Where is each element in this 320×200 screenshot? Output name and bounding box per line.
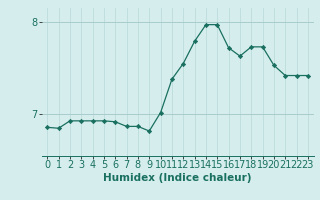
X-axis label: Humidex (Indice chaleur): Humidex (Indice chaleur) (103, 173, 252, 183)
